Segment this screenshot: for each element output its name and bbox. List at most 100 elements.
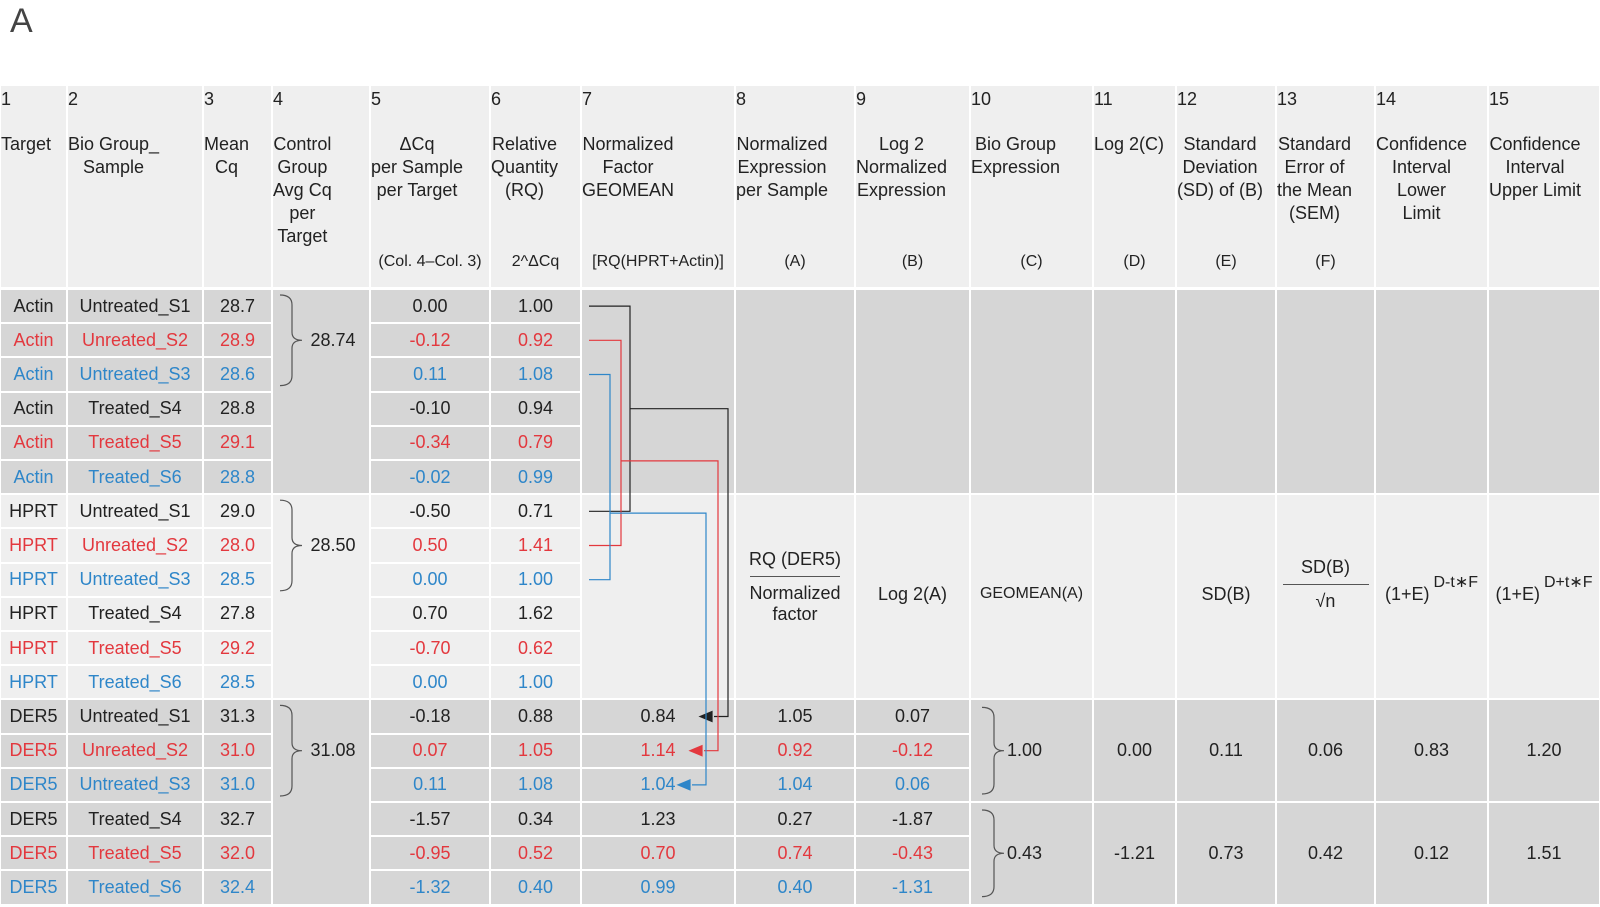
formula-log2: Log 2(A) [877, 583, 948, 604]
column-number: 13 [1277, 89, 1298, 109]
cell-ne: 1.05 [736, 700, 854, 733]
cell-target: HPRT [1, 597, 66, 630]
control-avg-value: 28.74 [310, 329, 356, 350]
control-group-block [273, 290, 369, 494]
column-title: Confidence Interval Lower Limit [1376, 134, 1468, 223]
cell-sample: Treated_S5 [68, 837, 202, 870]
control-group-block [273, 700, 369, 904]
group-f: 0.42 [1277, 803, 1374, 904]
cell-dcq: -0.18 [371, 700, 489, 733]
cell-dcq: -0.95 [371, 837, 489, 870]
cell-ne: 1.04 [736, 768, 854, 801]
block-actin-col-7 [582, 290, 734, 494]
formula-sem-numerator: SD(B) [1301, 557, 1350, 578]
group-c: 1.00 [971, 700, 1092, 801]
group-upper: 1.51 [1489, 803, 1599, 904]
cell-target: Actin [1, 290, 66, 323]
column-header-11: 11 Log 2(C) (D) [1094, 86, 1175, 287]
group-c: 0.43 [971, 803, 1092, 904]
block-actin-col-8 [736, 290, 854, 494]
column-note: (B) [901, 253, 924, 270]
column-number: 7 [582, 89, 593, 109]
cell-rq: 1.00 [491, 290, 580, 323]
cell-target: HPRT [1, 495, 66, 528]
cell-target: Actin [1, 426, 66, 459]
cell-sample: Treated_S6 [68, 871, 202, 904]
block-hprt-col-10 [971, 495, 1092, 699]
column-header-13: 13 Standard Error of the Mean (SEM) (F) [1277, 86, 1374, 287]
column-header-3: 3 Mean Cq [204, 86, 271, 287]
bio-group-brace [981, 706, 1005, 795]
cell-target: DER5 [1, 768, 66, 801]
cell-target: DER5 [1, 734, 66, 767]
connector-line [589, 339, 622, 547]
cell-ne: 0.40 [736, 871, 854, 904]
connector-arrowhead [688, 744, 703, 757]
cell-log2ne: -1.31 [856, 871, 969, 904]
formula-geomean: GEOMEAN(A) [979, 585, 1084, 603]
block-actin-col-11 [1094, 290, 1175, 494]
cell-sample: Treated_S6 [68, 461, 202, 494]
column-header-7: 7 Normalized Factor GEOMEAN [RQ(HPRT+Actin… [582, 86, 734, 287]
cell-rq: 1.41 [491, 529, 580, 562]
cell-dcq: 0.00 [371, 666, 489, 699]
block-actin-col-14 [1376, 290, 1487, 494]
group-d: 0.00 [1094, 700, 1175, 801]
cell-log2ne: 0.06 [856, 768, 969, 801]
column-title: Standard Error of the Mean (SEM) [1277, 134, 1353, 223]
sample-group-brace [279, 704, 303, 797]
column-note: (Col. 4–Col. 3) [378, 253, 482, 270]
cell-dcq: 0.07 [371, 734, 489, 767]
connector-line [621, 460, 719, 752]
cell-cq: 32.0 [204, 837, 271, 870]
cell-cq: 28.0 [204, 529, 271, 562]
column-note: (A) [784, 253, 806, 270]
block-hprt-col-13 [1277, 495, 1374, 699]
column-note: (C) [1020, 253, 1043, 270]
formula-ci-lower-exponent: D-t∗F [1433, 574, 1479, 592]
block-hprt-col-15 [1489, 495, 1599, 699]
column-title: Mean Cq [204, 134, 250, 177]
formula-ci-upper-base: (1+E) [1495, 583, 1540, 604]
group-e: 0.73 [1177, 803, 1275, 904]
connector-line [630, 408, 729, 718]
cell-dcq: -0.70 [371, 632, 489, 665]
cell-target: DER5 [1, 837, 66, 870]
control-group-block [273, 495, 369, 699]
cell-cq: 31.0 [204, 734, 271, 767]
cell-nf: 1.23 [582, 803, 734, 836]
cell-cq: 32.7 [204, 803, 271, 836]
cell-sample: Untreated_S3 [68, 768, 202, 801]
column-number: 10 [971, 89, 992, 109]
formula-numerator: RQ (DER5) [748, 549, 841, 570]
column-header-14: 14 Confidence Interval Lower Limit [1376, 86, 1487, 287]
group-upper: 1.20 [1489, 700, 1599, 801]
column-title: Confidence Interval Upper Limit [1489, 134, 1582, 200]
cell-target: Actin [1, 461, 66, 494]
formula-normalized-expression: RQ (DER5) Normalized factor [745, 549, 845, 625]
cell-dcq: -0.50 [371, 495, 489, 528]
column-title: Log 2 Normalized Expression [856, 134, 948, 200]
cell-sample: Treated_S4 [68, 803, 202, 836]
cell-cq: 28.6 [204, 358, 271, 391]
cell-cq: 28.5 [204, 666, 271, 699]
cell-rq: 1.08 [491, 358, 580, 391]
group-e: 0.11 [1177, 700, 1275, 801]
cell-cq: 28.7 [204, 290, 271, 323]
cell-cq: 29.0 [204, 495, 271, 528]
cell-rq: 0.88 [491, 700, 580, 733]
connector-line [610, 512, 707, 786]
cell-dcq: -0.10 [371, 392, 489, 425]
cell-rq: 0.34 [491, 803, 580, 836]
cell-cq: 31.0 [204, 768, 271, 801]
cell-sample: Untreated_S3 [68, 563, 202, 596]
cell-dcq: -0.02 [371, 461, 489, 494]
cell-dcq: 0.00 [371, 563, 489, 596]
cell-rq: 1.05 [491, 734, 580, 767]
cell-cq: 31.3 [204, 700, 271, 733]
cell-sample: Unreated_S2 [68, 324, 202, 357]
cell-sample: Treated_S6 [68, 666, 202, 699]
fraction-line [750, 576, 840, 578]
column-title: ΔCq per Sample per Target [371, 134, 464, 200]
